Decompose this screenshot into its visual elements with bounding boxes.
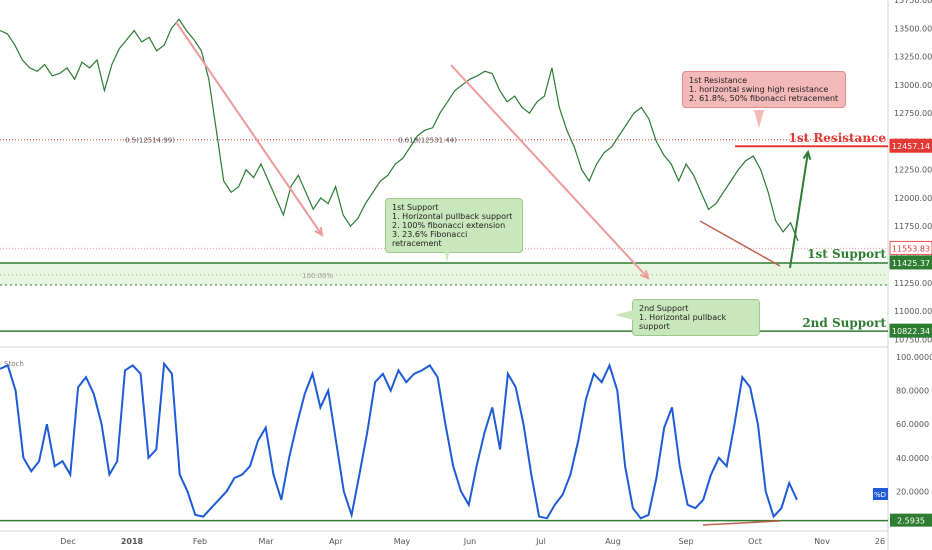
time-tick-label: Sep (678, 537, 693, 546)
downtrend-arrow-2-head (640, 270, 650, 280)
price-divergence-line (699, 220, 781, 267)
price-tick-label: 13750.00 (894, 0, 932, 5)
time-tick-label: Nov (814, 537, 830, 546)
price-tick-label: 11250.00 (894, 279, 932, 288)
price-tick-label: 13000.00 (894, 81, 932, 90)
price-tick-label: 13500.00 (894, 24, 932, 33)
downtrend-arrow-1 (175, 21, 323, 236)
time-tick-label: Jun (463, 537, 477, 546)
downtrend-arrow-1-head (314, 226, 324, 237)
oscillator-tick-label: 60.0000 (896, 420, 929, 429)
annotation-support2-pointer (615, 310, 633, 320)
price-tick-label: 11000.00 (894, 307, 932, 316)
price-tag-label: 11425.37 (892, 259, 930, 268)
time-tick-label: 2018 (121, 537, 144, 546)
time-tick-label: Oct (748, 537, 762, 546)
first-resistance-label: 1st Resistance (789, 131, 887, 145)
annotation-support1-pointer (442, 240, 452, 262)
second-support-label: 2nd Support (802, 316, 886, 330)
price-tag-label: 10822.34 (892, 327, 930, 336)
support-zone (0, 262, 888, 286)
price-tick-label: 11500.00 (894, 251, 932, 260)
oscillator-tick-label: 20.0000 (896, 487, 929, 496)
price-tick-label: 11750.00 (894, 222, 932, 231)
time-tick-label: Feb (193, 537, 207, 546)
price-tag-bg (889, 138, 932, 153)
stoch-series-line (0, 361, 798, 520)
price-tag-bg (889, 255, 932, 270)
downtrend-arrow-2 (450, 64, 649, 279)
annotation-resistance-box: 1st Resistance 1. horizontal swing high … (682, 71, 846, 108)
price-tag-label: 11553.83 (892, 244, 930, 253)
first-support-label: 1st Support (807, 247, 886, 261)
oscillator-tick-label: 80.0000 (896, 387, 929, 396)
stoch-value-tag-label: 2.5935 (897, 517, 925, 526)
price-series-line (0, 18, 799, 242)
oscillator-tick-label: 40.0000 (896, 454, 929, 463)
stoch-divergence-line (702, 520, 781, 526)
price-tick-label: 10750.00 (894, 335, 932, 344)
fib-100-label: 100.00% (302, 272, 333, 280)
time-tick-label: Aug (605, 537, 621, 546)
series-tag-label: %D (874, 491, 886, 499)
oscillator-tick-label: 100.0000 (896, 353, 932, 362)
annotation-support2-box: 2nd Support 1. Horizontal pullback suppo… (632, 299, 760, 336)
price-tag-bg (889, 240, 932, 255)
series-tag-bg (873, 488, 888, 500)
fib-05-label: 0.5(12514.99) (125, 137, 175, 145)
projection-arrow-head (802, 149, 812, 160)
price-tag-bg (889, 323, 932, 338)
fib-0618-label: 0.618(12531.44) (398, 137, 457, 145)
annotation-resistance-pointer (754, 110, 764, 128)
price-tick-label: 13250.00 (894, 53, 932, 62)
time-tick-label: Dec (60, 537, 75, 546)
price-tick-label: 12000.00 (894, 194, 932, 203)
time-tick-label: Mar (258, 537, 274, 546)
stoch-value-tag-bg (890, 513, 932, 527)
time-tick-label: Jul (535, 537, 546, 546)
projection-arrow (789, 151, 809, 269)
time-tick-label: May (394, 537, 411, 546)
oscillator-title: Stoch (4, 360, 24, 368)
price-tick-label: 12250.00 (894, 166, 932, 175)
price-tag-label: 12457.14 (892, 142, 930, 151)
price-tick-label: 12750.00 (894, 109, 932, 118)
time-tick-label: 26 (875, 537, 885, 546)
annotation-support1-box: 1st Support 1. Horizontal pullback suppo… (385, 198, 523, 253)
time-tick-label: Apr (329, 537, 344, 546)
